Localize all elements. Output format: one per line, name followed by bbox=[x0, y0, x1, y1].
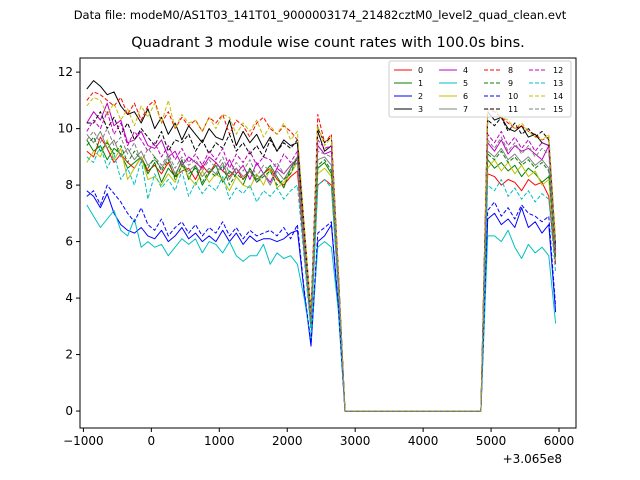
x-tick-label: 2000 bbox=[272, 434, 303, 448]
x-tick-label: −1000 bbox=[63, 434, 104, 448]
legend-label-8: 8 bbox=[508, 66, 513, 75]
x-axis-offset-label: +3.065e8 bbox=[502, 452, 562, 466]
x-tick-label: 3000 bbox=[340, 434, 371, 448]
x-tick-label: 0 bbox=[148, 434, 156, 448]
figure-suptitle: Data file: modeM0/AS1T03_141T01_90000031… bbox=[73, 8, 567, 22]
legend-label-10: 10 bbox=[508, 92, 518, 101]
legend-label-2: 2 bbox=[418, 92, 423, 101]
legend-label-6: 6 bbox=[463, 92, 468, 101]
series-line-13 bbox=[86, 145, 557, 412]
legend-label-7: 7 bbox=[463, 105, 468, 114]
plot-area bbox=[86, 80, 557, 412]
legend-label-1: 1 bbox=[418, 79, 423, 88]
series-line-14 bbox=[86, 97, 557, 412]
x-tick-label: 6000 bbox=[544, 434, 575, 448]
legend-label-11: 11 bbox=[508, 105, 518, 114]
y-tick-label: 8 bbox=[65, 178, 73, 192]
x-tick-label: 4000 bbox=[408, 434, 439, 448]
chart-title: Quadrant 3 module wise count rates with … bbox=[131, 35, 525, 51]
y-tick-label: 6 bbox=[65, 235, 73, 249]
legend-label-3: 3 bbox=[418, 105, 423, 114]
legend-label-12: 12 bbox=[553, 66, 563, 75]
axes-frame bbox=[79, 57, 577, 429]
series-line-10 bbox=[86, 184, 557, 412]
y-tick-label: 10 bbox=[58, 122, 73, 136]
legend-label-4: 4 bbox=[463, 66, 468, 75]
x-tick-label: 5000 bbox=[476, 434, 507, 448]
legend-label-0: 0 bbox=[418, 66, 423, 75]
legend-label-15: 15 bbox=[553, 105, 563, 114]
series-line-15 bbox=[86, 128, 557, 412]
y-tick-label: 4 bbox=[65, 291, 73, 305]
y-tick-label: 2 bbox=[65, 348, 73, 362]
legend-label-9: 9 bbox=[508, 79, 513, 88]
legend-label-13: 13 bbox=[553, 79, 563, 88]
y-tick-label: 0 bbox=[65, 404, 73, 418]
legend-label-14: 14 bbox=[553, 92, 563, 101]
y-tick-label: 12 bbox=[58, 65, 73, 79]
legend-frame bbox=[388, 60, 572, 118]
x-tick-label: 1000 bbox=[204, 434, 235, 448]
legend-label-5: 5 bbox=[463, 79, 468, 88]
